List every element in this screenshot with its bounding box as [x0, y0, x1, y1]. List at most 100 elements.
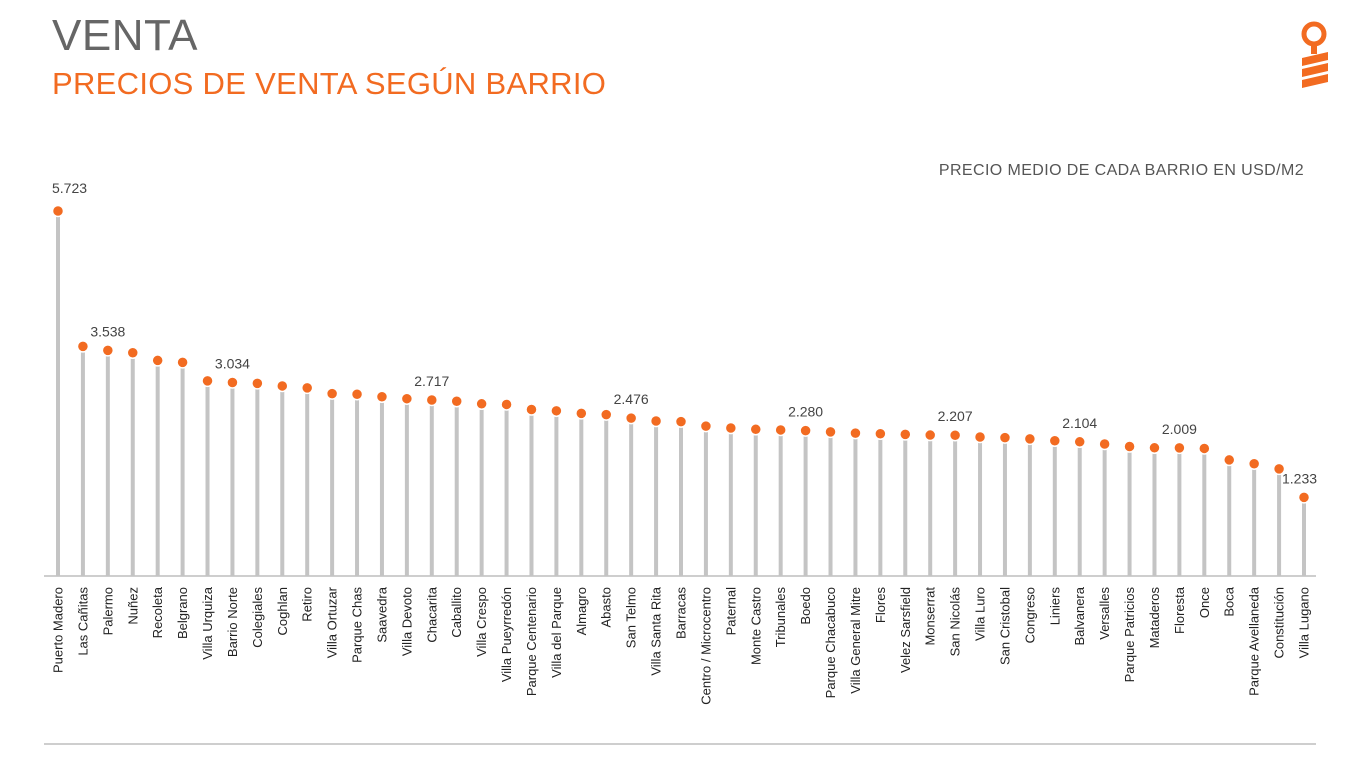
x-tick-label: Monserrat: [923, 587, 938, 646]
x-tick-label: Boedo: [798, 587, 813, 625]
x-tick-label: Barrio Norte: [225, 587, 240, 657]
x-tick-label: Paternal: [723, 587, 738, 636]
data-point: [1023, 432, 1037, 446]
data-point: [1247, 457, 1261, 471]
data-point: [849, 426, 862, 440]
data-point: [973, 430, 987, 444]
x-tick-label: Coghlan: [275, 587, 290, 635]
x-tick-label: Villa Urquiza: [200, 586, 215, 660]
data-point: [749, 423, 763, 436]
x-tick-label: San Telmo: [624, 587, 639, 648]
x-tick-label: Palermo: [100, 587, 115, 635]
x-tick-label: Boca: [1222, 586, 1237, 616]
data-label: 2.717: [414, 373, 449, 389]
page-title: VENTA: [52, 11, 198, 60]
data-point: [475, 397, 488, 411]
x-tick-label: Nuñez: [125, 587, 140, 625]
data-point: [624, 411, 638, 425]
x-tick-label: Villa Ortuzar: [325, 586, 340, 658]
data-point: [226, 376, 239, 389]
x-tick-label: Las Cañitas: [75, 587, 90, 656]
data-point: [325, 387, 339, 400]
data-point: [1048, 434, 1062, 448]
data-point: [724, 421, 738, 435]
x-tick-label: Balvanera: [1072, 586, 1087, 645]
x-tick-label: Puerto Madero: [51, 587, 66, 673]
data-point: [51, 204, 65, 218]
x-tick-label: Colegiales: [250, 587, 265, 648]
x-tick-label: Retiro: [300, 587, 315, 622]
data-point: [1222, 453, 1236, 467]
x-tick-label: Villa del Parque: [549, 587, 564, 678]
data-point: [649, 414, 663, 428]
x-tick-label: Parque Chacabuco: [823, 587, 838, 698]
x-tick-label: Mataderos: [1147, 587, 1162, 649]
data-point: [201, 374, 214, 388]
data-point: [151, 354, 164, 367]
data-point: [500, 398, 513, 411]
data-point: [525, 403, 538, 416]
data-point: [824, 425, 837, 439]
x-tick-label: Villa Pueyrredón: [499, 587, 514, 682]
data-point: [923, 428, 937, 442]
data-label: 3.034: [215, 355, 250, 371]
x-tick-label: San Nicolás: [948, 587, 963, 657]
x-tick-label: Villa Santa Rita: [649, 586, 664, 675]
data-point: [101, 344, 115, 357]
x-tick-label: Velez Sarsfield: [898, 587, 913, 673]
x-tick-label: Recoleta: [150, 586, 165, 638]
data-point: [76, 340, 90, 353]
x-tick-label: Flores: [873, 587, 888, 624]
data-label: 3.538: [90, 323, 125, 339]
data-point: [1148, 441, 1161, 455]
x-tick-label: Parque Avellaneda: [1247, 586, 1262, 696]
x-tick-label: Villa Luro: [973, 587, 988, 641]
data-point: [276, 379, 289, 393]
data-point: [375, 390, 389, 404]
data-label: 2.476: [614, 391, 649, 407]
x-tick-label: Versalles: [1097, 587, 1112, 640]
x-tick-label: Chacarita: [424, 586, 439, 642]
data-point: [1198, 442, 1211, 455]
x-tick-label: Once: [1197, 587, 1212, 618]
data-point: [126, 346, 140, 360]
data-point: [948, 428, 962, 442]
x-tick-label: Parque Centenario: [524, 587, 539, 696]
x-tick-label: Monte Castro: [748, 587, 763, 665]
data-point: [300, 381, 314, 395]
data-point: [699, 419, 713, 433]
data-point: [176, 356, 189, 369]
page-subtitle: PRECIOS DE VENTA SEGÚN BARRIO: [52, 66, 607, 101]
data-point: [350, 387, 364, 401]
x-tick-label: Centro / Microcentro: [698, 587, 713, 705]
data-label: 2.207: [938, 408, 973, 424]
x-tick-label: Liniers: [1047, 587, 1062, 626]
x-tick-label: Tribunales: [773, 587, 788, 648]
x-tick-label: Parque Patricios: [1122, 587, 1137, 683]
data-point: [899, 428, 912, 441]
data-point: [400, 392, 414, 405]
data-point: [251, 377, 264, 390]
data-point: [1173, 441, 1186, 455]
data-point: [425, 393, 439, 407]
data-point: [1098, 437, 1111, 451]
data-point: [450, 394, 463, 408]
data-point: [874, 427, 887, 441]
x-tick-label: Villa General Mitre: [848, 587, 863, 694]
x-tick-label: Belgrano: [175, 587, 190, 639]
key-icon: [1301, 21, 1328, 88]
x-tick-label: San Cristobal: [997, 587, 1012, 665]
data-point: [550, 404, 563, 418]
x-tick-label: Villa Lugano: [1297, 587, 1312, 658]
data-point: [1297, 491, 1311, 504]
x-tick-label: Constitución: [1272, 587, 1287, 659]
data-point: [575, 407, 588, 420]
data-point: [1272, 462, 1286, 476]
x-tick-label: Congreso: [1022, 587, 1037, 643]
data-point: [1073, 435, 1086, 449]
data-point: [599, 408, 613, 421]
data-label: 5.723: [52, 180, 87, 196]
data-point: [1123, 440, 1136, 453]
x-tick-label: Almagro: [574, 587, 589, 635]
